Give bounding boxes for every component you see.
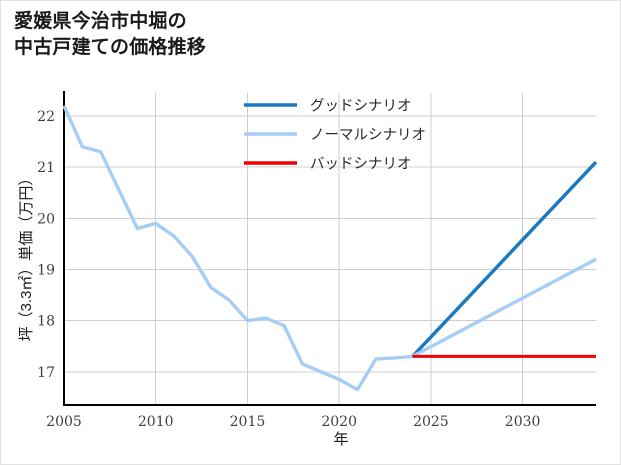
legend-label-good: グッドシナリオ — [310, 98, 412, 115]
y-tick-label: 21 — [37, 160, 55, 176]
x-tick-label: 2005 — [46, 414, 82, 430]
y-tick-label: 22 — [37, 109, 55, 125]
x-gridlines — [155, 93, 524, 405]
x-axis-ticks: 2005 2010 2015 2020 2025 2030 — [46, 414, 540, 430]
x-tick-label: 2015 — [230, 414, 266, 430]
x-tick-label: 2025 — [413, 414, 449, 430]
legend-label-bad: バッドシナリオ — [310, 157, 412, 173]
y-gridlines — [64, 115, 596, 373]
y-axis-ticks: 17 18 19 20 21 22 — [37, 109, 55, 381]
page-title: 愛媛県今治市中堀の 中古戸建ての価格推移 — [14, 11, 207, 59]
series-line-history — [62, 105, 413, 392]
y-tick-label: 20 — [37, 211, 55, 227]
axis-spines — [62, 91, 596, 407]
x-tick-label: 2010 — [138, 414, 174, 430]
x-tick-label: 2030 — [505, 414, 541, 430]
legend-label-normal: ノーマルシナリオ — [310, 128, 426, 144]
y-axis-label: 坪（3.3㎡）単価（万円） — [18, 171, 35, 342]
y-tick-label: 19 — [37, 262, 55, 278]
series-line-good — [411, 160, 598, 358]
x-axis-label: 年 — [333, 431, 348, 448]
y-tick-label: 18 — [37, 314, 55, 330]
series-line-normal — [411, 257, 597, 358]
series-layer — [62, 105, 598, 392]
x-tick-label: 2020 — [321, 414, 357, 430]
y-tick-label: 17 — [37, 365, 55, 381]
